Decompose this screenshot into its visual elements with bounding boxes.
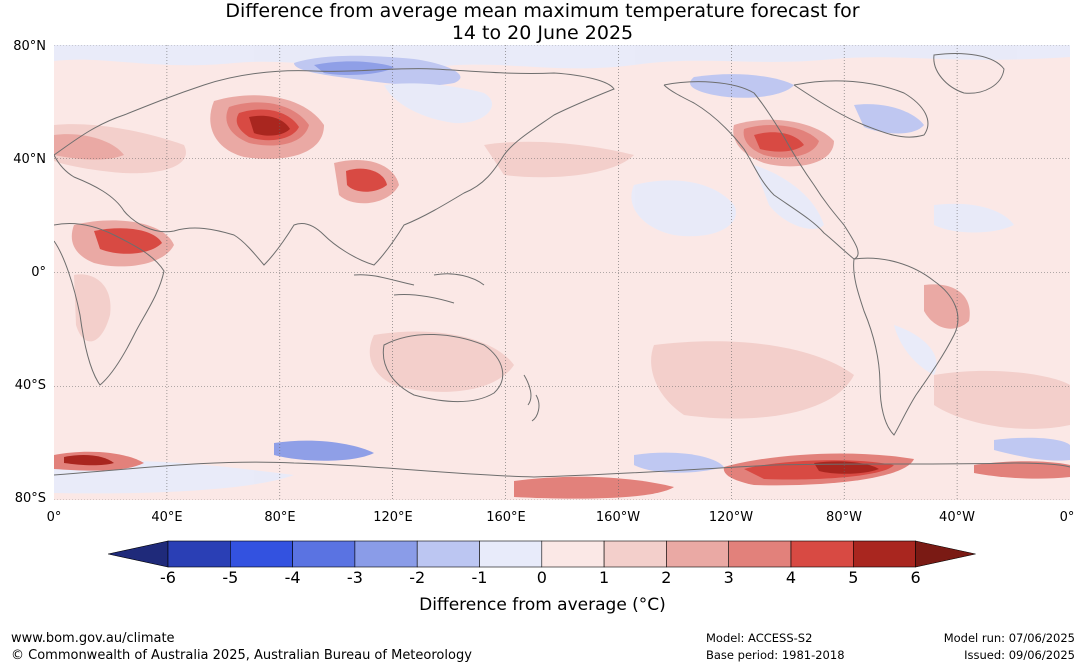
footer-copyright: © Commonwealth of Australia 2025, Austra… [11,648,472,663]
lon-label-120w: 120°W [708,510,754,525]
colorbar-tick-label: -1 [471,568,488,587]
colorbar-tick-label: -2 [409,568,426,587]
colorbar-tick-label: 5 [848,568,859,587]
chart-title-line-1: Difference from average mean maximum tem… [225,0,860,22]
footer-issued: Issued: 09/06/2025 [964,648,1075,662]
south-atlantic-warm [934,370,1070,429]
lon-label-120e: 120°E [373,510,413,525]
china-warm-core [346,168,387,192]
colorbar-tick-label: -5 [222,568,239,587]
lon-label-0: 0° [46,510,62,525]
lon-label-160w: 160°W [595,510,641,525]
colorbar-tick-label: 2 [661,568,672,587]
lon-label-40e: 40°E [151,510,183,525]
europe-warm-core [54,134,124,160]
colorbar-label: Difference from average (°C) [419,595,666,615]
colorbar-cell [666,540,730,568]
antarctic-warm-west-core [64,455,114,466]
colorbar-tick-label: -6 [160,568,176,587]
lon-label-0-right: 0° [1059,510,1075,525]
north-america-warm-core [754,132,804,152]
australia-coastline [382,333,504,402]
eurasia-coastline [54,68,615,266]
canada-arctic-coastline [793,80,929,138]
lat-label-40s: 40°S [14,378,46,393]
colorbar-cell [167,540,231,568]
colorbar-cell [541,540,605,568]
colorbar-cell [292,540,356,568]
arabia-warm-core [94,228,162,254]
antarctic-warm-south [514,476,674,499]
colorbar-cell [790,540,854,568]
colorbar-cell [479,540,543,568]
pacific-cool [631,180,736,237]
colorbar-cell [728,540,792,568]
colorbar-cell [852,540,916,568]
indonesia-coastline [353,273,485,304]
chart-title-line-2: 14 to 20 June 2025 [451,22,634,44]
africa-coastline [54,222,165,386]
north-canada-cool [690,74,794,98]
africa-warm [74,274,111,342]
colorbar-cell [603,540,667,568]
greenland-coastline [933,53,1005,94]
coastlines [54,53,1070,478]
lat-label-0: 0° [31,265,46,280]
lat-label-80s: 80°S [14,491,46,506]
hudson-cool [854,104,924,134]
antarctic-warm-far-east [974,461,1070,479]
colorbar [108,540,976,568]
colorbar-arrow-right [915,540,976,568]
colorbar-tick-label: 1 [599,568,610,587]
north-pacific-warm [484,141,634,178]
footer-website: www.bom.gov.au/climate [11,631,175,646]
footer-base-period: Base period: 1981-2018 [706,648,845,662]
lat-label-40n: 40°N [13,152,46,167]
lon-label-40w: 40°W [939,510,975,525]
australia-warm [369,331,514,392]
antarctica-coastline [54,461,1070,478]
south-america-coastline [853,257,959,436]
antarctic-cool-center-2 [634,452,724,473]
lon-label-160e: 160°E [486,510,526,525]
temperature-anomaly-map [54,45,1070,500]
antarctic-cool-east [994,437,1070,461]
colorbar-tick-label: 4 [785,568,797,587]
colorbar-tick-label: 6 [910,568,921,587]
colorbar-tick-label: 0 [536,568,547,587]
lon-label-80e: 80°E [264,510,296,525]
footer-model: Model: ACCESS-S2 [706,631,813,645]
tropical-atlantic-cool [934,203,1014,233]
south-pacific-warm [651,341,854,419]
footer-model-run: Model run: 07/06/2025 [943,631,1075,645]
lon-label-80w: 80°W [826,510,862,525]
lat-label-80n: 80°N [13,39,46,54]
us-cool [754,165,824,229]
colorbar-arrow-left [108,540,169,568]
colorbar-cell [416,540,480,568]
colorbar-tick-label: -4 [284,568,301,587]
colorbar-cell [354,540,418,568]
gridlines [54,45,1070,500]
antarctic-cool-center [274,440,374,461]
colorbar-tick-label: 3 [723,568,734,587]
colorbar-tick-label: -3 [346,568,363,587]
east-siberia-cool [384,83,493,124]
nz-coastline [523,374,540,422]
south-america-cool [894,325,937,375]
colorbar-cell [230,540,293,568]
